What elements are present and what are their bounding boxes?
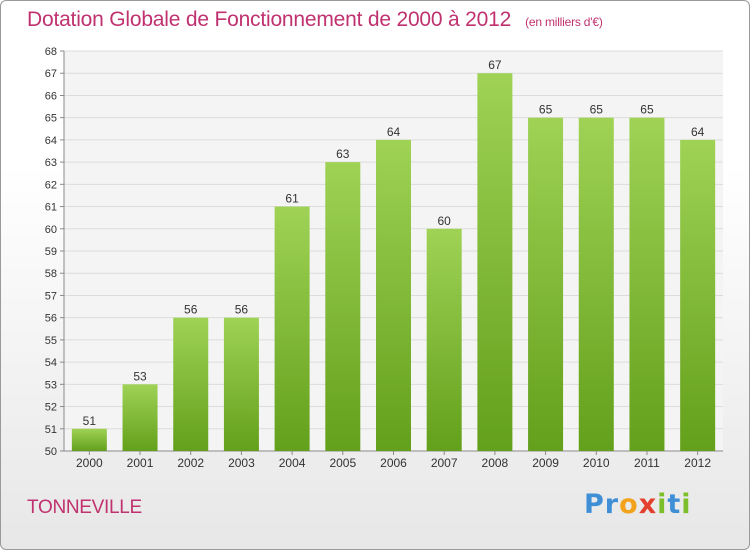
x-tick-label-2007: 2007 <box>431 456 458 470</box>
x-tick-label-2012: 2012 <box>684 456 711 470</box>
x-tick-label-2003: 2003 <box>228 456 255 470</box>
x-tick-label-2005: 2005 <box>329 456 356 470</box>
y-tick-label: 62 <box>45 179 57 191</box>
bar-2002 <box>173 317 209 451</box>
x-tick-label-2010: 2010 <box>583 456 610 470</box>
commune-name: TONNEVILLE <box>27 497 142 518</box>
bar-2009 <box>528 117 564 452</box>
bar-2003 <box>223 317 259 451</box>
data-label-2007: 60 <box>438 214 452 228</box>
bar-2004 <box>274 206 310 451</box>
bar-2000 <box>71 428 107 451</box>
x-tick-label-2000: 2000 <box>76 456 103 470</box>
y-tick-label: 57 <box>45 290 57 302</box>
data-label-2011: 65 <box>640 103 654 117</box>
data-label-2003: 56 <box>235 303 249 317</box>
y-tick-label: 52 <box>45 402 57 414</box>
y-tick-label: 68 <box>45 46 57 58</box>
data-label-2010: 65 <box>590 103 604 117</box>
x-tick-label-2002: 2002 <box>177 456 204 470</box>
x-tick-label-2008: 2008 <box>482 456 509 470</box>
bar-2005 <box>325 162 361 451</box>
data-label-2000: 51 <box>83 414 97 428</box>
data-label-2001: 53 <box>133 369 147 383</box>
data-label-2004: 61 <box>285 192 299 206</box>
y-tick-label: 51 <box>45 424 57 436</box>
y-tick-label: 55 <box>45 335 57 347</box>
data-label-2009: 65 <box>539 103 553 117</box>
y-tick-label: 58 <box>45 268 57 280</box>
data-label-2006: 64 <box>387 125 401 139</box>
y-tick-label: 61 <box>45 202 57 214</box>
x-tick-label-2006: 2006 <box>380 456 407 470</box>
x-tick-label-2001: 2001 <box>127 456 154 470</box>
y-tick-label: 56 <box>45 313 57 325</box>
bar-2010 <box>578 117 614 452</box>
x-tick-label-2011: 2011 <box>634 456 660 470</box>
data-label-2002: 56 <box>184 303 198 317</box>
bar-2001 <box>122 384 158 451</box>
bar-2007 <box>426 228 462 451</box>
bar-2011 <box>629 117 665 452</box>
x-tick-label-2009: 2009 <box>532 456 559 470</box>
y-tick-label: 59 <box>45 246 57 258</box>
bar-2006 <box>376 139 411 451</box>
y-tick-label: 54 <box>45 357 57 369</box>
x-tick-label-2004: 2004 <box>279 456 306 470</box>
data-label-2008: 67 <box>488 58 502 72</box>
chart-title: Dotation Globale de Fonctionnement de 20… <box>27 8 603 32</box>
y-tick-label: 63 <box>45 157 57 169</box>
data-label-2012: 64 <box>691 125 705 139</box>
chart-title-text: Dotation Globale de Fonctionnement de 20… <box>27 8 512 31</box>
proxiti-logo[interactable]: Proxiti <box>584 489 692 520</box>
data-label-2005: 63 <box>336 147 350 161</box>
chart-subtitle: (en milliers d'€) <box>525 15 603 29</box>
bar-2012 <box>680 139 716 451</box>
y-tick-label: 53 <box>45 379 57 391</box>
y-tick-label: 65 <box>45 113 57 125</box>
bar-2008 <box>477 73 513 451</box>
y-tick-label: 66 <box>45 90 57 102</box>
y-tick-label: 67 <box>45 68 57 80</box>
y-tick-label: 60 <box>45 224 57 236</box>
y-tick-label: 64 <box>45 135 57 147</box>
y-tick-label: 50 <box>45 446 57 458</box>
